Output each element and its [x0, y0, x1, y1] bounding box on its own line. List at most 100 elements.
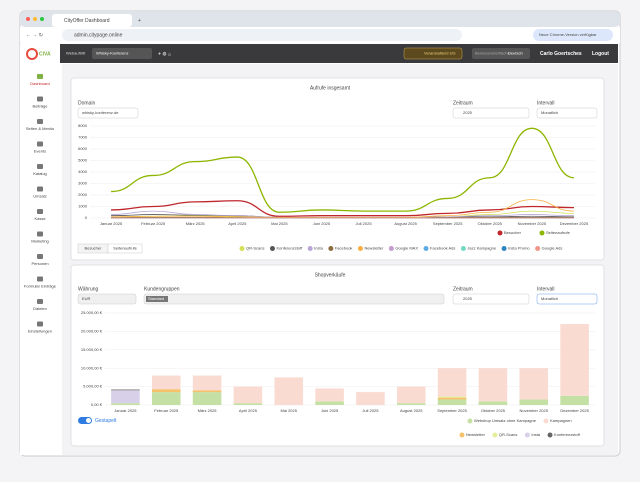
nav-icon[interactable] — [37, 74, 43, 79]
legend-swatch[interactable] — [547, 432, 553, 438]
nav-icon[interactable] — [37, 164, 43, 169]
legend-label[interactable]: Konferenzstoff — [554, 432, 581, 437]
legend-swatch[interactable] — [239, 246, 245, 251]
legend-label[interactable]: Jazz Kampagne — [467, 246, 496, 251]
legend-swatch[interactable] — [459, 432, 465, 438]
legend-label[interactable]: Insta Promo — [508, 246, 530, 251]
toggle-knob[interactable] — [86, 418, 91, 423]
legend-swatch[interactable] — [492, 432, 498, 438]
legend-label[interactable]: Facebook — [335, 246, 353, 251]
legend-swatch[interactable] — [467, 418, 473, 424]
nav-icon[interactable] — [37, 186, 43, 192]
nav-icon[interactable] — [37, 141, 43, 147]
period-input[interactable] — [452, 107, 530, 119]
legend-swatch[interactable] — [497, 230, 503, 236]
tab[interactable] — [52, 14, 132, 27]
button-text[interactable]: Seitenaufrufe — [113, 246, 138, 251]
logout[interactable]: Logout — [592, 51, 609, 57]
website-value[interactable]: Whisky-Konferenz — [96, 51, 128, 56]
org-label[interactable]: Veranstaltend UG — [424, 51, 456, 56]
nav-item[interactable]: Formular Einträge — [24, 284, 57, 289]
currency-value[interactable]: EUR — [82, 296, 91, 301]
nav-icon[interactable] — [37, 299, 43, 304]
legend-swatch[interactable] — [524, 432, 530, 438]
legend-swatch[interactable] — [543, 418, 549, 424]
legend-swatch[interactable] — [269, 246, 275, 251]
domain-select[interactable] — [77, 107, 139, 119]
legend-label[interactable]: Google MAX — [395, 246, 418, 251]
nav-item[interactable]: Dashboard — [30, 81, 50, 86]
interval-value[interactable]: Monatlich — [541, 296, 558, 301]
nav-icon[interactable] — [37, 321, 43, 327]
legend-label[interactable]: Konferenzstoff — [276, 246, 303, 251]
nav-item[interactable]: Katalog — [33, 171, 47, 176]
nav-icon[interactable] — [37, 96, 43, 102]
nav[interactable]: ← → ↻ — [26, 32, 43, 38]
close[interactable] — [26, 17, 30, 21]
update-text[interactable]: Neue Chrome-Version verfügbar — [539, 32, 597, 37]
legend-label[interactable]: Seitenaufrufe — [546, 230, 571, 235]
interval-value[interactable]: Monatlich — [541, 110, 558, 115]
nav-icon[interactable] — [37, 209, 43, 214]
legend-label[interactable]: Newsletter — [466, 432, 486, 437]
groups-select[interactable] — [143, 293, 445, 305]
legend-label[interactable]: Facebook Ads — [430, 246, 455, 251]
nav-icon[interactable] — [37, 231, 43, 237]
legend-swatch[interactable] — [307, 246, 313, 251]
legend-swatch[interactable] — [535, 246, 541, 251]
legend-label[interactable]: QR-Scans — [246, 246, 264, 251]
period-value[interactable]: 2025 — [463, 110, 473, 115]
nav-icon[interactable] — [37, 119, 43, 124]
legend-swatch[interactable] — [423, 246, 429, 251]
interval-select[interactable] — [536, 293, 598, 305]
legend-label[interactable]: Besucher — [504, 230, 522, 235]
legend-label[interactable]: Webshop Umsatz ohne Kampagne — [474, 418, 537, 423]
legend-label[interactable]: Insta — [531, 432, 540, 437]
groups-value[interactable]: Standard — [148, 296, 164, 301]
legend-label[interactable]: Kampagnen — [550, 418, 572, 423]
nav-item[interactable]: Umsatz — [33, 194, 47, 199]
header-icons[interactable]: + ⚙ ⌂ — [158, 51, 171, 57]
max[interactable] — [40, 17, 44, 21]
nav-item[interactable]: Dateien — [33, 306, 47, 311]
legend-swatch[interactable] — [388, 246, 394, 251]
org-badge[interactable] — [403, 47, 463, 60]
language-value[interactable]: Deutsch — [508, 51, 523, 56]
new-tab[interactable]: + — [138, 18, 141, 24]
nav-item[interactable]: Personen — [31, 261, 48, 266]
website-select[interactable] — [92, 48, 152, 59]
interval-select[interactable] — [536, 107, 598, 119]
button[interactable] — [107, 243, 143, 254]
domain-value[interactable]: whisky-konferenz.de — [82, 110, 119, 115]
nav-item[interactable]: Seiten & Menüs — [26, 126, 54, 131]
update-button[interactable] — [533, 29, 613, 41]
tab-title[interactable]: CityOffer Dashboard — [64, 18, 110, 24]
legend-swatch[interactable] — [328, 246, 334, 251]
url[interactable]: admin.citypage.online — [74, 32, 123, 38]
groups-chip[interactable] — [146, 296, 168, 302]
currency-select[interactable] — [77, 293, 137, 305]
button-text[interactable]: Besucher — [85, 246, 103, 251]
nav-item[interactable]: Einstellungen — [28, 329, 52, 334]
url-bar[interactable] — [62, 29, 462, 41]
legend-label[interactable]: Newsletter — [364, 246, 384, 251]
stacked-label[interactable]: Gestapelt — [95, 418, 117, 424]
nav-item[interactable]: Events — [34, 149, 46, 154]
nav-item[interactable]: Marketing — [31, 239, 49, 244]
nav-item[interactable]: Beiträge — [33, 104, 49, 109]
nav-icon[interactable] — [37, 276, 43, 282]
legend-swatch[interactable] — [357, 246, 363, 251]
min[interactable] — [33, 17, 37, 21]
language-select[interactable] — [472, 48, 530, 59]
legend-label[interactable]: Insta — [314, 246, 323, 251]
period-value[interactable]: 2025 — [463, 296, 473, 301]
legend-swatch[interactable] — [501, 246, 507, 251]
language-label[interactable]: Benutzeroberfläche — [475, 51, 510, 56]
legend-swatch[interactable] — [460, 246, 466, 251]
legend-label[interactable]: QR-Scans — [499, 432, 517, 437]
nav-icon[interactable] — [37, 254, 43, 259]
period-input[interactable] — [452, 293, 530, 305]
nav-item[interactable]: Kasse — [34, 216, 46, 221]
legend-swatch[interactable] — [539, 230, 545, 236]
legend-label[interactable]: Google Ads — [542, 246, 563, 251]
